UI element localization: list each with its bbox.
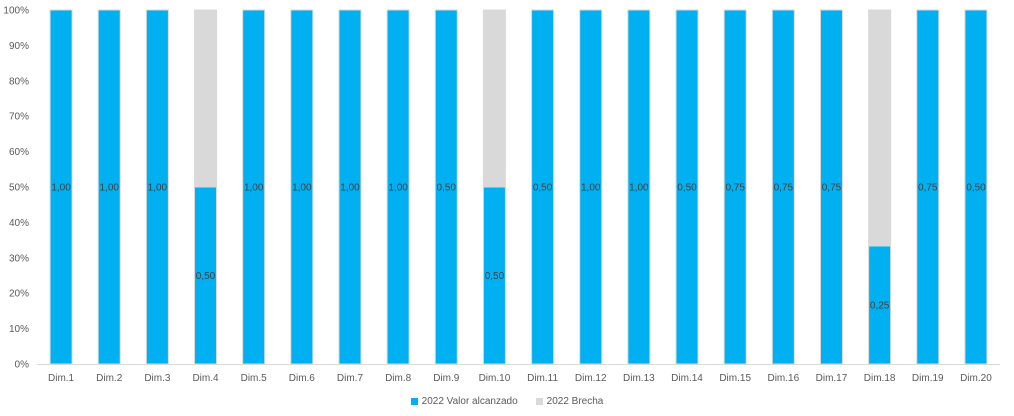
data-label: 0,75 (725, 183, 745, 194)
legend-swatch-brecha (535, 398, 543, 405)
data-label: 1,00 (51, 183, 71, 194)
x-tick-label: Dim.13 (623, 373, 655, 384)
bar-valor-alcanzado (819, 9, 843, 365)
x-tick-label: Dim.4 (192, 373, 219, 384)
bar-brecha (868, 9, 892, 247)
x-tick-label: Dim.12 (575, 373, 607, 384)
data-label: 1,00 (388, 183, 408, 194)
y-tick-label: 70% (9, 112, 29, 123)
data-label: 1,00 (292, 183, 312, 194)
x-tick-label: Dim.5 (241, 373, 268, 384)
bar-valor-alcanzado (49, 9, 73, 365)
data-label: 1,00 (244, 183, 264, 194)
y-tick-label: 50% (9, 183, 29, 194)
bar-valor-alcanzado (434, 9, 458, 365)
x-tick-label: Dim.16 (767, 373, 799, 384)
x-tick-label: Dim.18 (864, 373, 896, 384)
bar-brecha (482, 9, 506, 188)
x-tick-label: Dim.11 (527, 373, 558, 384)
bar-valor-alcanzado (386, 9, 410, 365)
x-tick-label: Dim.14 (671, 373, 703, 384)
data-label: 1,00 (629, 183, 649, 194)
bar-valor-alcanzado (771, 9, 795, 365)
y-tick-label: 40% (9, 218, 29, 229)
data-label: 1,00 (148, 183, 168, 194)
x-tick-label: Dim.19 (912, 373, 944, 384)
data-label: 0,75 (774, 183, 794, 194)
y-tick-label: 90% (9, 41, 29, 52)
data-label: 1,00 (340, 183, 360, 194)
bar-valor-alcanzado (723, 9, 747, 365)
legend-label-brecha: 2022 Brecha (546, 396, 604, 407)
y-tick-label: 100% (3, 6, 29, 17)
y-tick-label: 30% (9, 253, 29, 264)
x-tick-label: Dim.20 (960, 373, 992, 384)
x-tick-label: Dim.10 (479, 373, 511, 384)
legend: 2022 Valor alcanzado 2022 Brecha (0, 396, 1014, 407)
y-tick-label: 10% (9, 324, 29, 335)
legend-swatch-valor (410, 398, 418, 405)
bar-valor-alcanzado (242, 9, 266, 365)
data-label: 0,50 (533, 183, 553, 194)
stacked-bar-chart: 0% 10% 20% 30% 40% 50% 60% 70% 80% 90% 100% 1,00 Dim… (3, 6, 1000, 384)
x-tick-label: Dim.6 (289, 373, 316, 384)
x-tick-label: Dim.9 (433, 373, 460, 384)
bar-valor-alcanzado (145, 9, 169, 365)
legend-item-valor: 2022 Valor alcanzado (410, 396, 518, 407)
x-tick-label: Dim.3 (144, 373, 171, 384)
bar-valor-alcanzado (338, 9, 362, 365)
bar-valor-alcanzado (290, 9, 314, 365)
bar-valor-alcanzado (964, 9, 988, 365)
data-label: 0,75 (822, 183, 842, 194)
x-tick-label: Dim.15 (719, 373, 751, 384)
data-label: 0,50 (437, 183, 457, 194)
data-label: 0,50 (677, 183, 697, 194)
bar-valor-alcanzado (627, 9, 651, 365)
bar-valor-alcanzado (579, 9, 603, 365)
x-tick-label: Dim.8 (385, 373, 412, 384)
x-tick-label: Dim.17 (816, 373, 848, 384)
data-label: 1,00 (581, 183, 601, 194)
y-tick-label: 20% (9, 289, 29, 300)
legend-label-valor: 2022 Valor alcanzado (421, 396, 518, 407)
y-tick-label: 80% (9, 76, 29, 87)
data-label: 0,75 (918, 183, 938, 194)
data-label: 0,25 (870, 301, 890, 312)
x-tick-label: Dim.2 (96, 373, 123, 384)
data-label: 0,50 (196, 271, 216, 282)
x-tick-label: Dim.1 (48, 373, 75, 384)
y-tick-label: 0% (15, 360, 30, 371)
data-label: 0,50 (485, 271, 505, 282)
bar-valor-alcanzado (675, 9, 699, 365)
bar-valor-alcanzado (97, 9, 121, 365)
bar-valor-alcanzado (531, 9, 555, 365)
y-tick-label: 60% (9, 147, 29, 158)
bar-valor-alcanzado (916, 9, 940, 365)
data-label: 0,50 (966, 183, 986, 194)
bar-brecha (194, 9, 218, 188)
x-tick-label: Dim.7 (337, 373, 364, 384)
data-label: 1,00 (99, 183, 119, 194)
legend-item-brecha: 2022 Brecha (535, 396, 604, 407)
